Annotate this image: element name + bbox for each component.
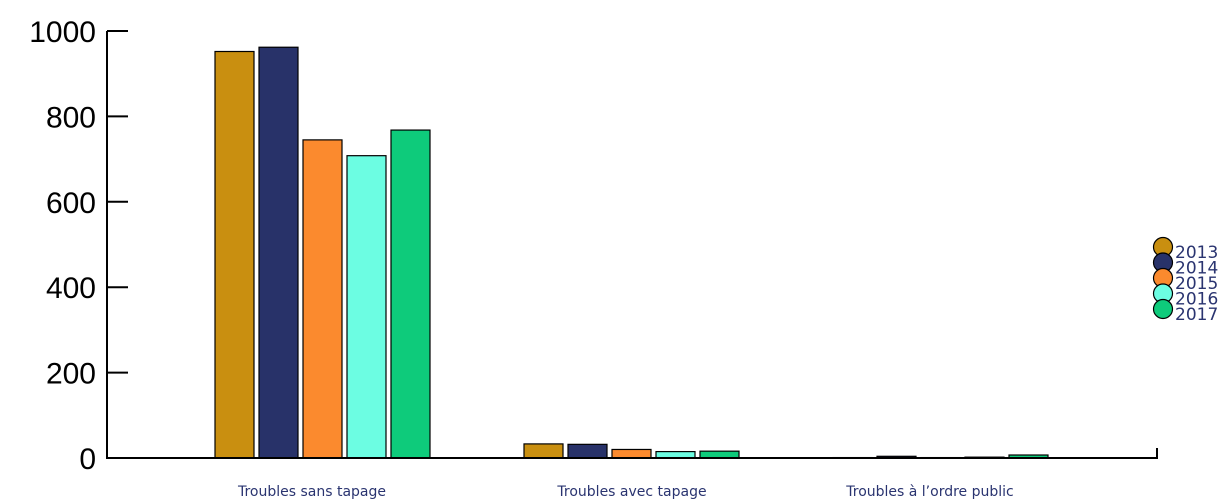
y-axis-ticks: 0 200 400 600 800 1000	[29, 16, 128, 476]
legend-swatch-2017	[1152, 298, 1174, 320]
legend-label-2015: 2015	[1175, 274, 1218, 294]
bar-2013-1	[523, 443, 564, 459]
bar-2017-0	[390, 129, 431, 459]
y-tick-label: 600	[46, 187, 96, 220]
bar-2013-0	[214, 50, 255, 459]
y-tick-label: 200	[46, 358, 96, 391]
x-category-label: Troubles avec tapage	[556, 484, 706, 500]
bar-2017-1	[699, 450, 740, 459]
x-category-label: Troubles sans tapage	[237, 484, 386, 500]
bar-2016-0	[346, 155, 387, 459]
bar-2015-1	[611, 448, 652, 459]
bar-2014-1	[567, 443, 608, 459]
legend-label-2016: 2016	[1175, 290, 1218, 310]
y-tick-label: 800	[46, 101, 96, 134]
bar-2014-0	[258, 46, 299, 459]
y-tick-label: 400	[46, 272, 96, 305]
bars	[214, 46, 1049, 459]
bar-2015-0	[302, 139, 343, 459]
legend-label-2014: 2014	[1175, 259, 1218, 279]
y-tick-label: 0	[79, 443, 96, 476]
x-axis-labels: Troubles sans tapage Troubles avec tapage…	[237, 484, 1014, 500]
legend-label-2017: 2017	[1175, 305, 1218, 325]
x-category-label: Troubles à l’ordre public	[845, 484, 1013, 500]
legend-label-2013: 2013	[1175, 243, 1218, 263]
y-tick-label: 1000	[29, 16, 96, 49]
